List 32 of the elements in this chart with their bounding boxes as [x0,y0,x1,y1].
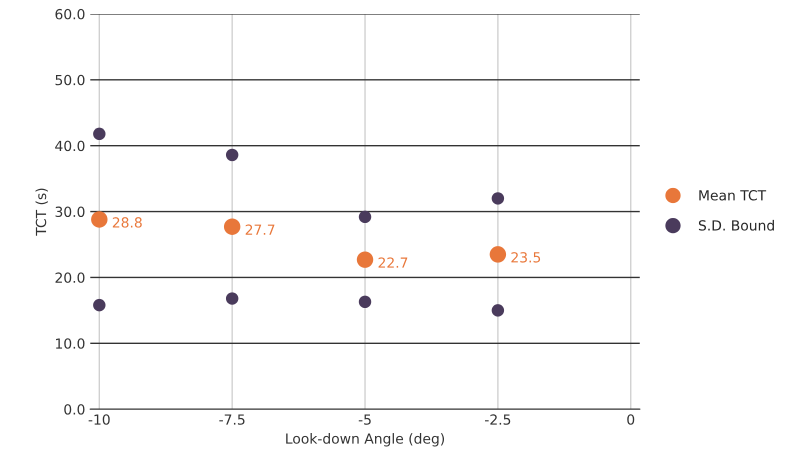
data-label: 22.7 [378,257,408,268]
point [492,304,504,317]
legend-label: S.D. Bound [698,220,774,231]
x-tick-label: -7.5 [219,414,245,425]
point [358,296,372,308]
y-tick-label: 20.0 [56,272,84,283]
y-tick-label: 50.0 [56,74,84,86]
x-axis-title: Look-down Angle (deg) [286,433,444,446]
x-tick-label: 0 [627,414,634,425]
y-tick-label: 60.0 [55,8,84,20]
point [93,128,106,140]
x-tick-label: -2.5 [485,414,510,425]
data-label: 28.8 [112,217,142,228]
y-tick-label: 40.0 [55,140,84,152]
y-tick-label: 30.0 [56,206,84,218]
x-tick-label: -10 [88,414,110,425]
legend-label: Mean TCT [699,190,766,201]
data-label: 23.5 [511,252,540,263]
point [358,210,372,224]
y-tick-label: 0.0 [64,404,84,415]
point [356,251,374,268]
y-axis-title: TCT (s) [36,188,48,236]
y-tick-label: 10.0 [56,338,84,349]
x-tick-label: -5 [358,414,371,425]
point [91,211,108,228]
point [492,192,504,205]
data-label: 27.7 [246,224,274,235]
point [226,292,238,305]
point [490,246,506,263]
point [224,218,240,235]
point [226,148,238,162]
point [93,298,106,312]
